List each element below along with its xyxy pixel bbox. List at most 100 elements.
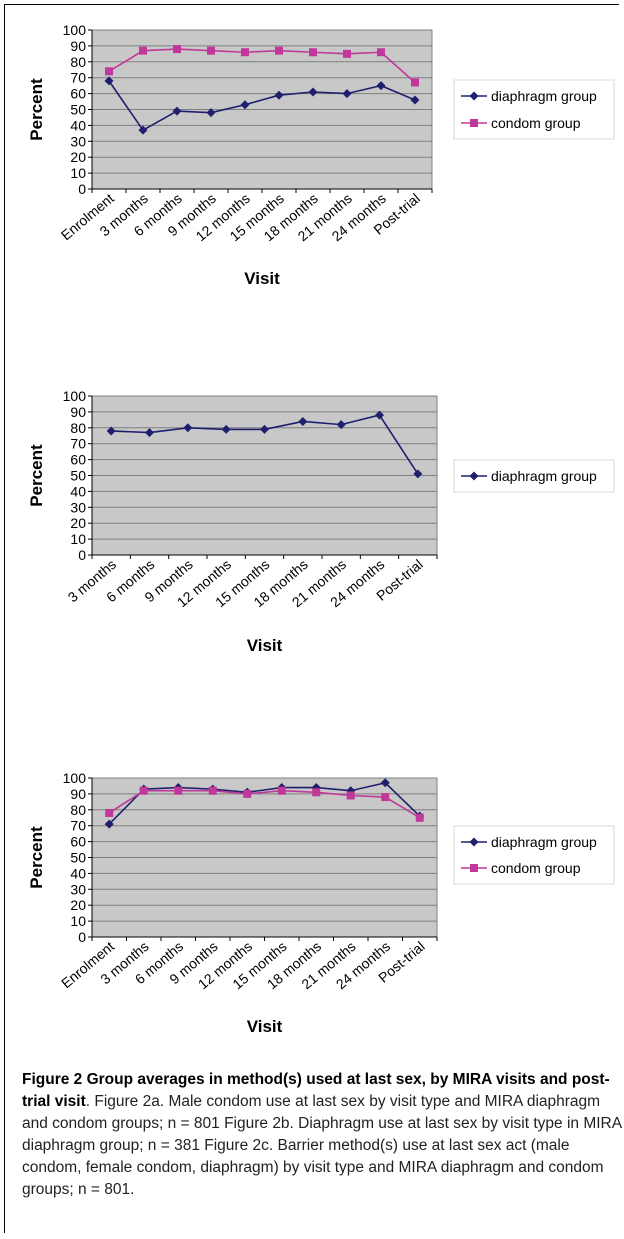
y-tick-label: 0 bbox=[78, 929, 86, 945]
data-point bbox=[105, 67, 113, 76]
data-point bbox=[221, 424, 231, 434]
data-point bbox=[240, 100, 250, 110]
legend-box bbox=[453, 79, 615, 140]
y-tick-label: 80 bbox=[70, 54, 86, 70]
data-point bbox=[207, 46, 215, 55]
data-point bbox=[380, 778, 390, 788]
y-tick-label: 50 bbox=[70, 102, 86, 118]
data-point bbox=[336, 420, 346, 430]
data-point bbox=[241, 48, 249, 57]
y-tick-label: 30 bbox=[70, 881, 86, 897]
y-tick-label: 0 bbox=[78, 181, 86, 197]
y-tick-label: 30 bbox=[70, 133, 86, 149]
y-tick-label: 40 bbox=[70, 483, 86, 499]
legend-marker bbox=[469, 91, 479, 101]
y-tick-label: 10 bbox=[70, 165, 86, 181]
data-point bbox=[139, 46, 147, 55]
legend-marker bbox=[469, 471, 479, 481]
y-tick-label: 60 bbox=[70, 452, 86, 468]
y-tick-label: 50 bbox=[70, 850, 86, 866]
data-point bbox=[275, 46, 283, 55]
data-point bbox=[208, 786, 217, 795]
series-line-diaphragm-group bbox=[108, 781, 421, 825]
data-point bbox=[105, 808, 114, 817]
data-point bbox=[173, 45, 181, 54]
data-point bbox=[377, 48, 385, 57]
data-point bbox=[346, 791, 355, 800]
data-point bbox=[138, 125, 148, 135]
series-line-condom-group bbox=[108, 789, 421, 819]
y-tick-label: 40 bbox=[70, 865, 86, 881]
x-axis-title: Visit bbox=[247, 636, 283, 655]
legend-box bbox=[453, 459, 615, 493]
legend-label: condom group bbox=[491, 115, 581, 131]
y-tick-label: 80 bbox=[70, 802, 86, 818]
y-tick-label: 0 bbox=[78, 547, 86, 563]
legend-label: condom group bbox=[491, 860, 581, 876]
figure-frame bbox=[4, 4, 619, 1233]
y-tick-label: 10 bbox=[70, 531, 86, 547]
caption-text: . Figure 2a. Male condom use at last sex… bbox=[22, 1093, 622, 1198]
data-point bbox=[260, 424, 269, 434]
y-tick-label: 90 bbox=[70, 404, 86, 420]
data-point bbox=[308, 87, 318, 97]
y-tick-label: 100 bbox=[63, 388, 87, 404]
data-point bbox=[172, 106, 182, 116]
data-point bbox=[174, 786, 183, 795]
y-tick-label: 90 bbox=[70, 786, 86, 802]
y-tick-label: 20 bbox=[70, 515, 86, 531]
y-tick-label: 70 bbox=[70, 436, 86, 452]
data-point bbox=[145, 428, 154, 438]
data-point bbox=[277, 786, 286, 795]
y-tick-label: 20 bbox=[70, 149, 86, 165]
data-point bbox=[243, 789, 252, 798]
series-line-diaphragm-group bbox=[108, 80, 416, 132]
y-tick-label: 50 bbox=[70, 468, 86, 484]
y-tick-label: 40 bbox=[70, 117, 86, 133]
data-point bbox=[139, 786, 148, 795]
y-tick-label: 70 bbox=[70, 818, 86, 834]
legend-marker bbox=[470, 119, 478, 127]
legend-box bbox=[453, 825, 615, 885]
data-point bbox=[312, 788, 321, 797]
y-axis-title: Percent bbox=[27, 78, 46, 141]
y-tick-label: 10 bbox=[70, 913, 86, 929]
y-tick-label: 100 bbox=[63, 22, 87, 38]
data-point bbox=[104, 76, 114, 86]
y-axis-title: Percent bbox=[27, 444, 46, 507]
data-point bbox=[104, 819, 114, 829]
data-point bbox=[415, 813, 424, 822]
legend-label: diaphragm group bbox=[491, 834, 597, 850]
data-point bbox=[298, 416, 308, 426]
legend-label: diaphragm group bbox=[491, 468, 597, 484]
y-tick-label: 30 bbox=[70, 499, 86, 515]
caption-title: Figure 2 Group averages in method(s) use… bbox=[22, 1071, 610, 1110]
y-axis-title: Percent bbox=[27, 826, 46, 889]
y-tick-label: 80 bbox=[70, 420, 86, 436]
x-axis-title: Visit bbox=[247, 1017, 283, 1036]
figure-caption: Figure 2 Group averages in method(s) use… bbox=[22, 1069, 622, 1201]
y-tick-label: 90 bbox=[70, 38, 86, 54]
data-point bbox=[376, 81, 386, 91]
y-tick-label: 60 bbox=[70, 86, 86, 102]
y-tick-label: 70 bbox=[70, 70, 86, 86]
y-tick-label: 20 bbox=[70, 897, 86, 913]
legend-marker bbox=[470, 864, 478, 872]
legend-marker bbox=[469, 837, 479, 847]
data-point bbox=[413, 469, 423, 479]
y-tick-label: 100 bbox=[63, 770, 87, 786]
legend-label: diaphragm group bbox=[491, 88, 597, 104]
series-line-condom-group bbox=[108, 48, 416, 84]
data-point bbox=[309, 48, 317, 57]
data-point bbox=[342, 89, 352, 99]
x-axis-title: Visit bbox=[244, 269, 280, 288]
y-tick-label: 60 bbox=[70, 834, 86, 850]
data-point bbox=[206, 108, 216, 118]
data-point bbox=[106, 426, 116, 436]
data-point bbox=[381, 793, 390, 802]
data-point bbox=[343, 49, 351, 58]
data-point bbox=[274, 90, 284, 100]
